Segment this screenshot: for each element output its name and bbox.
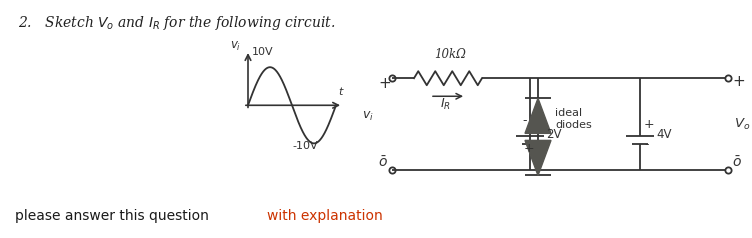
Polygon shape	[525, 98, 551, 133]
Text: -10V: -10V	[292, 141, 317, 151]
Text: +: +	[378, 76, 391, 91]
Text: +: +	[644, 118, 655, 131]
Text: -: -	[644, 139, 648, 151]
Text: $v_i$: $v_i$	[230, 40, 241, 53]
Text: $\bar{o}$: $\bar{o}$	[732, 156, 742, 170]
Text: ideal
diodes: ideal diodes	[555, 108, 592, 130]
Text: t: t	[338, 87, 342, 97]
Text: 10V: 10V	[252, 47, 274, 57]
Text: 2V: 2V	[546, 128, 562, 141]
Polygon shape	[525, 140, 551, 175]
Text: please answer this question: please answer this question	[15, 209, 214, 223]
Text: $\bar{o}$: $\bar{o}$	[378, 156, 388, 170]
Text: with explanation: with explanation	[267, 209, 383, 223]
Text: +: +	[524, 142, 535, 155]
Text: +: +	[732, 74, 744, 89]
Text: 10kΩ: 10kΩ	[434, 48, 466, 61]
Text: $v_i$: $v_i$	[362, 110, 374, 124]
Text: -: -	[522, 114, 526, 127]
Text: $I_R$: $I_R$	[440, 97, 451, 112]
Text: 4V: 4V	[656, 128, 672, 141]
Text: 2.   Sketch $V_o$ and $I_R$ for the following circuit.: 2. Sketch $V_o$ and $I_R$ for the follow…	[18, 14, 335, 32]
Text: $V_o$: $V_o$	[734, 117, 750, 132]
